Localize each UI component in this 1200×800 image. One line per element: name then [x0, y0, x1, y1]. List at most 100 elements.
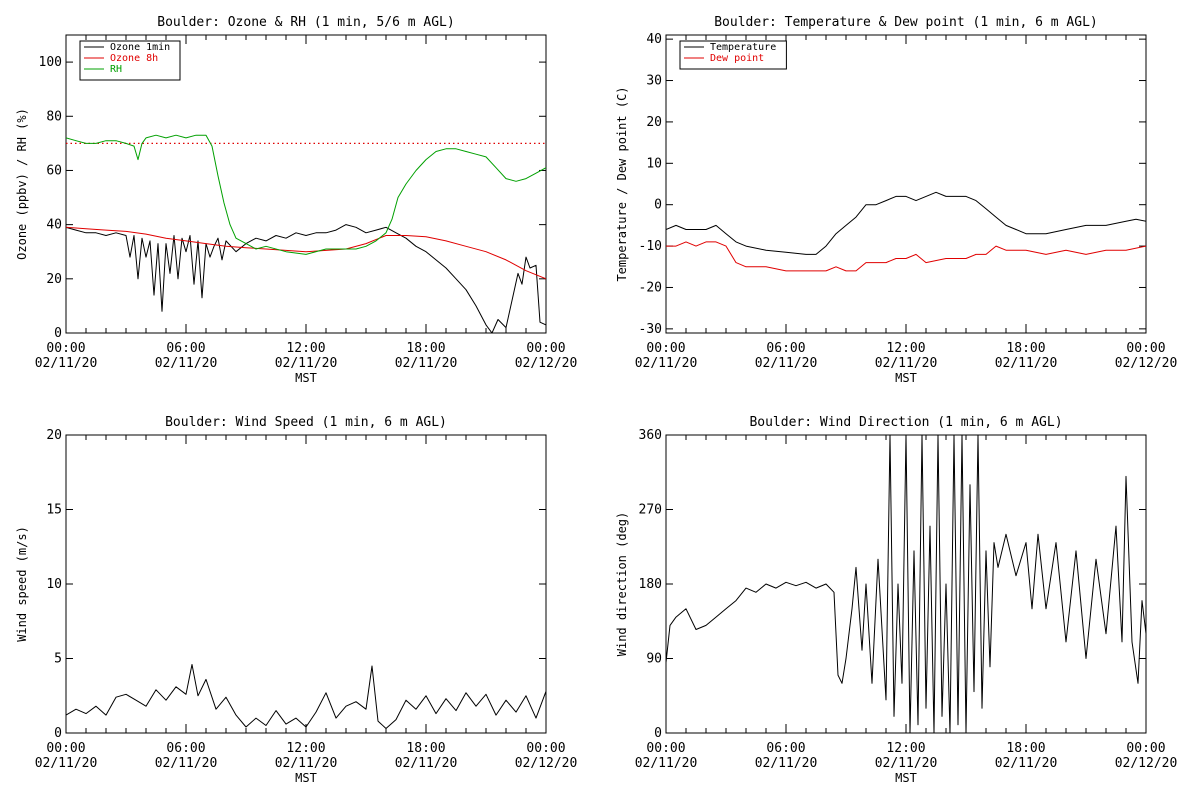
data-area: [666, 435, 1146, 733]
x-tick-date-label: 02/11/20: [395, 756, 458, 771]
x-tick-label: 00:00: [646, 741, 685, 756]
data-area: [66, 134, 546, 333]
x-tick-date-label: 02/11/20: [35, 356, 98, 371]
x-tick-date-label: 02/11/20: [635, 756, 698, 771]
x-tick-label: 18:00: [1006, 741, 1045, 756]
y-axis-label: Wind direction (deg): [615, 512, 629, 657]
x-tick-date-label: 02/11/20: [155, 356, 218, 371]
x-axis-label: MST: [295, 371, 317, 385]
x-tick-label: 18:00: [406, 741, 445, 756]
series-line-2: [666, 241, 1146, 272]
legend-box: [679, 40, 787, 70]
data-area: [66, 664, 546, 729]
x-tick-date-label: 02/11/20: [155, 756, 218, 771]
chart-title: Boulder: Temperature & Dew point (1 min,…: [714, 15, 1098, 30]
series-line-3: [66, 134, 546, 255]
data-area: [666, 191, 1146, 272]
x-tick-date-label: 02/11/20: [755, 756, 818, 771]
y-tick-label: 20: [46, 428, 62, 443]
y-tick-label: 80: [46, 109, 62, 124]
x-tick-label: 06:00: [166, 341, 205, 356]
y-tick-label: -20: [639, 280, 662, 295]
x-axis-label: MST: [895, 371, 917, 385]
x-tick-date-label: 02/11/20: [395, 356, 458, 371]
y-tick-label: 100: [39, 55, 62, 70]
x-tick-date-label: 02/12/20: [1115, 756, 1178, 771]
x-tick-date-label: 02/11/20: [755, 356, 818, 371]
x-tick-label: 12:00: [286, 341, 325, 356]
y-tick-label: 20: [46, 272, 62, 287]
plot-frame: [665, 434, 1147, 734]
legend-label: Ozone 1min: [110, 42, 170, 53]
x-tick-label: 18:00: [406, 341, 445, 356]
x-tick-label: 18:00: [1006, 341, 1045, 356]
y-tick-label: 10: [646, 156, 662, 171]
chart-panel-4: Boulder: Wind Direction (1 min, 6 m AGL)…: [615, 415, 1177, 785]
chart-panel-1: Boulder: Ozone & RH (1 min, 5/6 m AGL)02…: [15, 15, 577, 385]
x-tick-label: 00:00: [646, 341, 685, 356]
y-tick-label: 180: [639, 577, 662, 592]
x-tick-date-label: 02/11/20: [35, 756, 98, 771]
chart-title: Boulder: Wind Speed (1 min, 6 m AGL): [165, 415, 447, 430]
y-tick-label: 60: [46, 163, 62, 178]
y-axis-label: Temperature / Dew point (C): [615, 86, 629, 281]
x-axis-label: MST: [895, 771, 917, 785]
x-tick-label: 00:00: [46, 341, 85, 356]
series-line-1: [666, 191, 1146, 255]
plot-frame: [65, 434, 547, 734]
series-line-2: [66, 226, 546, 280]
y-tick-label: 15: [46, 503, 62, 518]
series-line-1: [666, 435, 1146, 733]
chart-panel-2: Boulder: Temperature & Dew point (1 min,…: [615, 15, 1177, 385]
y-tick-label: -30: [639, 322, 662, 337]
y-tick-label: 40: [46, 218, 62, 233]
x-tick-date-label: 02/12/20: [515, 756, 578, 771]
x-tick-label: 06:00: [766, 341, 805, 356]
x-tick-label: 06:00: [766, 741, 805, 756]
chart-panel-3: Boulder: Wind Speed (1 min, 6 m AGL) 0 5 10…: [15, 415, 577, 785]
x-tick-label: 12:00: [886, 341, 925, 356]
legend-label: Dew point: [710, 53, 764, 64]
y-tick-label: 360: [639, 428, 662, 443]
y-tick-label: 10: [46, 577, 62, 592]
x-tick-label: 06:00: [166, 741, 205, 756]
legend-label: Ozone 8h: [110, 53, 158, 64]
x-tick-label: 12:00: [286, 741, 325, 756]
x-tick-date-label: 02/11/20: [275, 756, 338, 771]
y-tick-label: 40: [646, 32, 662, 47]
y-tick-label: 5: [54, 652, 62, 667]
legend-label: RH: [110, 64, 122, 75]
series-line-1: [66, 664, 546, 729]
y-tick-label: 0: [54, 326, 62, 341]
series-line-1: [66, 224, 546, 333]
y-tick-label: 0: [54, 726, 62, 741]
chart-title: Boulder: Wind Direction (1 min, 6 m AGL): [749, 415, 1062, 430]
x-tick-label: 00:00: [1126, 341, 1165, 356]
y-tick-label: -10: [639, 239, 662, 254]
x-tick-date-label: 02/11/20: [875, 756, 938, 771]
y-tick-label: 30: [646, 74, 662, 89]
chart-title: Boulder: Ozone & RH (1 min, 5/6 m AGL): [157, 15, 454, 30]
y-axis-label: Ozone (ppbv) / RH (%): [15, 108, 29, 260]
plot-frame: [665, 34, 1147, 334]
x-tick-date-label: 02/11/20: [995, 356, 1058, 371]
y-tick-label: 270: [639, 503, 662, 518]
y-tick-label: 90: [646, 652, 662, 667]
legend-label: Temperature: [710, 42, 776, 53]
x-tick-date-label: 02/11/20: [995, 756, 1058, 771]
x-tick-label: 00:00: [1126, 741, 1165, 756]
y-tick-label: 0: [654, 726, 662, 741]
x-tick-label: 00:00: [46, 741, 85, 756]
x-tick-label: 12:00: [886, 741, 925, 756]
x-tick-date-label: 02/12/20: [515, 356, 578, 371]
x-tick-date-label: 02/11/20: [635, 356, 698, 371]
y-tick-label: 20: [646, 115, 662, 130]
x-tick-date-label: 02/11/20: [275, 356, 338, 371]
y-axis-label: Wind speed (m/s): [15, 526, 29, 642]
x-tick-label: 00:00: [526, 341, 565, 356]
x-axis-label: MST: [295, 771, 317, 785]
